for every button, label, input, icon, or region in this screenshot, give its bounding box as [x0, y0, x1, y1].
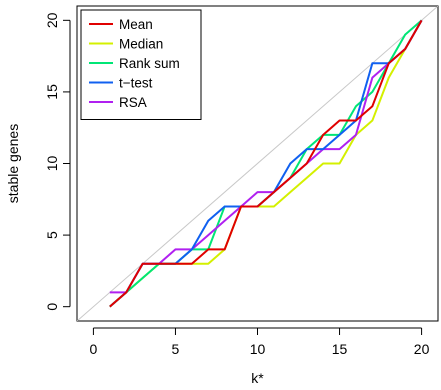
y-tick-label: 15: [44, 84, 60, 100]
legend: Mean Median Rank sum t−test RSA: [80, 9, 202, 120]
y-axis-label: stable genes: [5, 124, 21, 203]
series-layer: [109, 19, 423, 308]
legend-label: Median: [119, 37, 163, 52]
x-axis-label: k*: [251, 370, 264, 386]
y-tick-label: 5: [44, 231, 60, 239]
x-axis: 0 5 10 15 20: [90, 327, 430, 357]
legend-label: RSA: [119, 95, 147, 110]
y-tick-label: 10: [44, 156, 60, 172]
plot-frame: [76, 5, 439, 322]
series-line-mean: [109, 19, 423, 308]
y-tick-label: 0: [44, 303, 60, 311]
x-tick-label: 0: [90, 341, 98, 357]
legend-label: t−test: [119, 76, 153, 91]
x-tick-label: 20: [414, 341, 430, 357]
x-tick-label: 10: [250, 341, 266, 357]
y-tick-label: 20: [44, 12, 60, 28]
x-tick-label: 5: [172, 341, 180, 357]
y-axis: 0 5 10 15 20: [44, 12, 71, 311]
reference-line: [77, 6, 438, 321]
legend-label: Rank sum: [119, 56, 180, 71]
x-tick-label: 15: [332, 341, 348, 357]
legend-label: Mean: [119, 17, 153, 32]
series-line-rsa: [109, 19, 423, 294]
